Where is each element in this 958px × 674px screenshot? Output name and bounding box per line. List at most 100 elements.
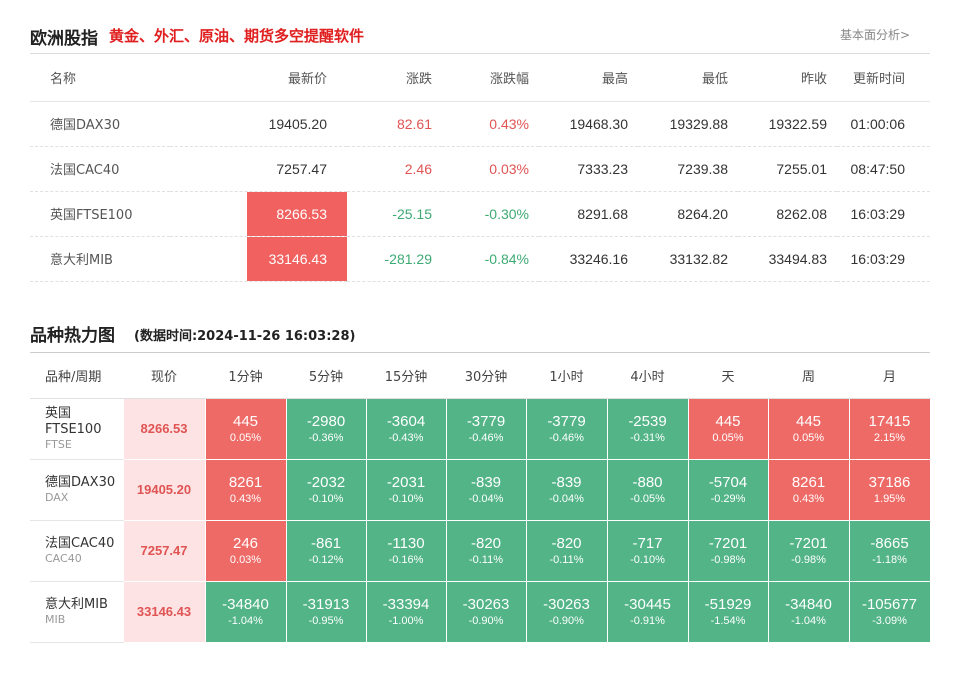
heat-cell-pct: -0.10% xyxy=(388,492,424,505)
latest-price: 33146.43 xyxy=(170,236,347,282)
table-row[interactable]: 法国CAC40 7257.47 2.46 0.03% 7333.23 7239.38 725… xyxy=(30,146,930,192)
col-prev-close: 昨收 xyxy=(738,55,837,102)
heat-cell-pct: -0.12% xyxy=(308,553,344,566)
current-price: 8266.53 xyxy=(123,398,206,460)
index-name[interactable]: 法国CAC40 xyxy=(30,146,170,192)
col-latest: 最新价 xyxy=(170,55,347,102)
heat-cell-pct: -1.00% xyxy=(388,614,424,627)
high-price: 7333.23 xyxy=(539,146,638,192)
heat-cell-value: -31913 xyxy=(302,595,350,613)
instrument-name: 英国FTSE100 xyxy=(45,405,102,437)
heat-cell: -2031 -0.10% xyxy=(366,459,447,521)
change-value: -281.29 xyxy=(347,236,442,282)
heat-cell-value: 445 xyxy=(232,412,259,430)
heat-cell-pct: -0.11% xyxy=(549,553,584,566)
heat-cell-pct: -0.04% xyxy=(468,492,504,505)
promo-link[interactable]: 黄金、外汇、原油、期货多空提醒软件 xyxy=(109,27,365,45)
heat-cell-pct: -0.95% xyxy=(308,614,344,627)
index-name[interactable]: 意大利MIB xyxy=(30,236,170,282)
heat-cell: -820 -0.11% xyxy=(446,520,527,582)
change-value: 2.46 xyxy=(347,146,442,192)
heat-cell-pct: 0.43% xyxy=(229,492,262,505)
heat-cell-pct: -0.90% xyxy=(468,614,504,627)
heat-cell-value: 8261 xyxy=(791,473,826,491)
heat-cell: 17415 2.15% xyxy=(849,398,931,460)
heat-cell-value: -51929 xyxy=(704,595,752,613)
heat-cell: -51929 -1.54% xyxy=(688,581,769,643)
instrument-cell[interactable]: 意大利MIB MIB xyxy=(30,581,124,643)
table-row[interactable]: 英国FTSE100 8266.53 -25.15 -0.30% 8291.68 8264.… xyxy=(30,191,930,237)
heat-cell-pct: 0.05% xyxy=(792,431,825,444)
heat-cell-value: -5704 xyxy=(708,473,748,491)
heat-cell-value: -2539 xyxy=(628,412,667,430)
data-timestamp: (数据时间:2024-11-26 16:03:28) xyxy=(134,329,356,344)
current-price: 19405.20 xyxy=(123,459,206,521)
heatmap-col-header: 1小时 xyxy=(526,354,607,399)
heat-cell: -31913 -0.95% xyxy=(286,581,367,643)
heatmap-col-header: 4小时 xyxy=(607,354,688,399)
heat-cell-value: 37186 xyxy=(868,473,911,491)
heatmap-col-header: 月 xyxy=(849,354,930,399)
instrument-cell[interactable]: 英国FTSE100 FTSE xyxy=(30,398,124,460)
change-pct: 0.03% xyxy=(442,146,539,192)
change-value: 82.61 xyxy=(347,101,442,147)
heat-cell-pct: 0.43% xyxy=(792,492,825,505)
heat-cell-value: -861 xyxy=(310,534,342,552)
heat-cell-value: -820 xyxy=(551,534,582,552)
update-time: 01:00:06 xyxy=(837,101,930,147)
heat-cell: -30263 -0.90% xyxy=(446,581,527,643)
heatmap-col-header: 1分钟 xyxy=(205,354,286,399)
latest-price: 8266.53 xyxy=(170,191,347,237)
change-pct: -0.30% xyxy=(442,191,539,237)
update-time: 16:03:29 xyxy=(837,236,930,282)
prev-close: 7255.01 xyxy=(738,146,837,192)
heat-cell-pct: 1.95% xyxy=(873,492,906,505)
heat-cell-pct: -0.10% xyxy=(630,553,665,566)
heat-cell-value: -3779 xyxy=(466,412,506,430)
instrument-cell[interactable]: 法国CAC40 CAC40 xyxy=(30,520,124,582)
heat-cell-value: -3779 xyxy=(547,412,586,430)
heat-cell: -861 -0.12% xyxy=(286,520,367,582)
update-time: 08:47:50 xyxy=(837,146,930,192)
table-row[interactable]: 意大利MIB 33146.43 -281.29 -0.84% 33246.16 33132… xyxy=(30,236,930,282)
col-change: 涨跌 xyxy=(347,55,442,102)
instrument-cell[interactable]: 德国DAX30 DAX xyxy=(30,459,124,521)
instrument-name: 意大利MIB xyxy=(45,596,108,612)
heatmap-header: 品种热力图 (数据时间:2024-11-26 16:03:28) xyxy=(30,319,930,353)
col-high: 最高 xyxy=(539,55,638,102)
heat-cell: -2032 -0.10% xyxy=(286,459,367,521)
prev-close: 19322.59 xyxy=(738,101,837,147)
heat-cell-pct: -0.16% xyxy=(388,553,424,566)
fundamental-analysis-link[interactable]: 基本面分析> xyxy=(839,28,910,42)
instrument-code: CAC40 xyxy=(45,551,82,565)
heat-cell-value: -34840 xyxy=(785,595,832,613)
current-price: 7257.47 xyxy=(123,520,206,582)
low-price: 8264.20 xyxy=(638,191,738,237)
heat-cell-pct: -1.18% xyxy=(872,553,907,566)
heat-cell: -839 -0.04% xyxy=(526,459,608,521)
heatmap-row: 意大利MIB MIB 33146.43 -34840 -1.04% -31913 -0.95… xyxy=(30,581,931,643)
heat-cell-pct: -0.29% xyxy=(710,492,746,505)
heatmap-row: 英国FTSE100 FTSE 8266.53 445 0.05% -2980 -0.36% -… xyxy=(30,398,931,460)
heat-cell: -717 -0.10% xyxy=(607,520,689,582)
quotes-header-row: 名称 最新价 涨跌 涨跌幅 最高 最低 昨收 更新时间 xyxy=(30,55,930,102)
heat-cell: -3604 -0.43% xyxy=(366,398,447,460)
heat-cell-pct: -0.04% xyxy=(549,492,584,505)
col-change-pct: 涨跌幅 xyxy=(442,55,539,102)
heatmap-col-header: 30分钟 xyxy=(446,354,526,399)
heat-cell-pct: -0.43% xyxy=(388,431,424,444)
heat-cell: -7201 -0.98% xyxy=(688,520,769,582)
index-name[interactable]: 德国DAX30 xyxy=(30,101,170,147)
col-low: 最低 xyxy=(638,55,738,102)
heat-cell-value: -839 xyxy=(551,473,582,491)
heat-cell: -8665 -1.18% xyxy=(849,520,931,582)
index-name[interactable]: 英国FTSE100 xyxy=(30,191,170,237)
heat-cell: 8261 0.43% xyxy=(205,459,287,521)
heat-cell: -5704 -0.29% xyxy=(688,459,769,521)
low-price: 7239.38 xyxy=(638,146,738,192)
heat-cell: -7201 -0.98% xyxy=(768,520,850,582)
heat-cell-value: -7201 xyxy=(708,534,748,552)
change-pct: 0.43% xyxy=(442,101,539,147)
heat-cell-pct: 0.05% xyxy=(712,431,744,444)
table-row[interactable]: 德国DAX30 19405.20 82.61 0.43% 19468.30 19329.8… xyxy=(30,101,930,147)
